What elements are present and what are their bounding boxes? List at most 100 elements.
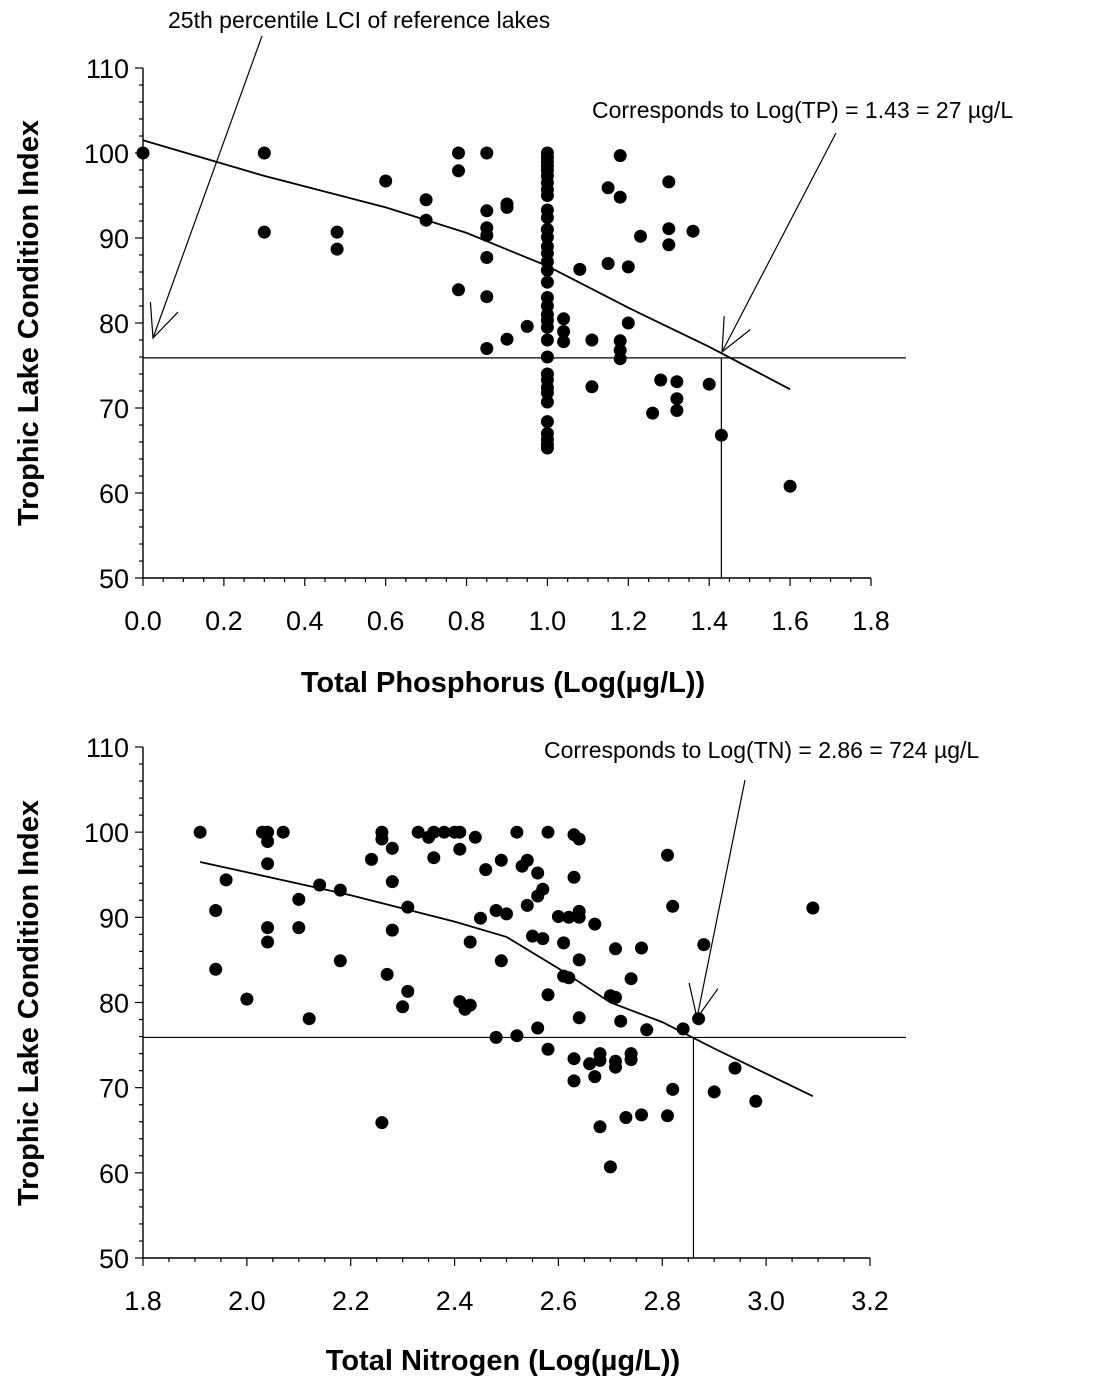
data-point (193, 825, 207, 839)
x-tick-label: 0.8 (448, 606, 486, 636)
x-tick-label: 3.0 (747, 1286, 785, 1316)
x-tick-label: 0.2 (205, 606, 243, 636)
data-point (510, 825, 524, 839)
data-point (557, 936, 571, 950)
data-point (261, 935, 275, 949)
data-point (494, 853, 508, 867)
data-point (661, 1109, 674, 1123)
data-point (593, 1053, 607, 1067)
y-tick-label: 70 (99, 1074, 129, 1104)
data-point (670, 392, 684, 406)
data-point (257, 225, 271, 239)
fit-line (142, 139, 791, 391)
data-point (375, 1116, 389, 1130)
data-point (613, 190, 627, 204)
x-axis-title: Total Nitrogen (Log(µg/L)) (326, 1345, 680, 1377)
data-point (365, 852, 378, 866)
data-point (624, 972, 638, 986)
data-point (136, 146, 150, 160)
data-point (540, 189, 554, 202)
data-point (707, 1085, 721, 1099)
data-point (240, 992, 254, 1006)
data-point (634, 229, 647, 243)
data-point (593, 1120, 607, 1134)
annotation-reference-lakes: 25th percentile LCI of reference lakes (168, 7, 550, 33)
data-point (603, 1160, 617, 1174)
data-point (385, 923, 399, 937)
data-point (662, 238, 676, 252)
data-point (209, 904, 223, 917)
data-point (526, 929, 539, 943)
x-tick-label: 2.0 (228, 1286, 266, 1316)
data-point (479, 863, 493, 877)
x-tick-label: 2.4 (436, 1286, 474, 1316)
data-point (396, 1000, 410, 1014)
data-point (536, 882, 550, 896)
x-tick-label: 0.0 (124, 606, 162, 636)
data-point (510, 1029, 524, 1043)
data-point (585, 380, 599, 394)
y-tick-label: 90 (99, 224, 129, 254)
data-point (661, 848, 674, 862)
data-point (588, 1070, 602, 1084)
data-point (500, 200, 514, 214)
data-point (302, 1012, 316, 1026)
data-point (670, 404, 684, 417)
data-point (292, 892, 306, 906)
arrow-reference-lakes-head (149, 302, 179, 340)
data-point (635, 1108, 648, 1122)
data-point (489, 904, 503, 917)
data-point (401, 984, 415, 998)
data-point (333, 954, 347, 968)
data-point (463, 935, 477, 949)
x-tick-label: 2.6 (540, 1286, 578, 1316)
data-point (624, 1053, 638, 1067)
data-point (749, 1094, 763, 1108)
data-point (783, 479, 797, 493)
data-point (567, 1074, 581, 1088)
data-point (572, 1011, 586, 1025)
data-point (540, 441, 554, 455)
data-point (313, 878, 327, 892)
data-point (474, 911, 487, 925)
data-point (276, 825, 290, 839)
data-point (540, 230, 554, 244)
y-tick-label: 80 (99, 989, 129, 1019)
data-point (401, 900, 415, 914)
data-point (662, 222, 676, 236)
data-point (557, 312, 571, 326)
y-tick-label: 110 (86, 54, 129, 84)
data-point (562, 971, 576, 985)
data-point (452, 164, 465, 178)
data-point (551, 910, 565, 923)
annotation-tp-threshold: Corresponds to Log(TP) = 1.43 = 27 µg/L (592, 97, 1013, 123)
y-tick-label: 100 (84, 139, 129, 169)
x-tick-label: 2.2 (332, 1286, 370, 1316)
data-point (540, 386, 554, 400)
data-point (573, 262, 587, 276)
data-point (520, 898, 534, 912)
x-tick-label: 3.2 (851, 1286, 889, 1316)
y-tick-label: 70 (99, 394, 129, 424)
data-point (540, 350, 554, 364)
data-point (714, 428, 728, 442)
data-point (427, 851, 441, 865)
data-point (635, 941, 648, 955)
data-point (619, 1111, 633, 1124)
arrow-tn-threshold (696, 779, 746, 1019)
data-point (540, 395, 554, 409)
data-point (540, 320, 554, 334)
data-point (480, 251, 494, 264)
data-point (557, 325, 571, 338)
data-point (670, 375, 684, 389)
data-point (609, 942, 622, 956)
data-point (621, 260, 635, 274)
y-tick-label: 100 (84, 818, 129, 848)
data-point (572, 953, 586, 967)
data-point (385, 875, 399, 889)
data-point (614, 1014, 628, 1028)
data-point (500, 907, 513, 921)
data-point (411, 825, 425, 839)
data-point (261, 835, 275, 848)
